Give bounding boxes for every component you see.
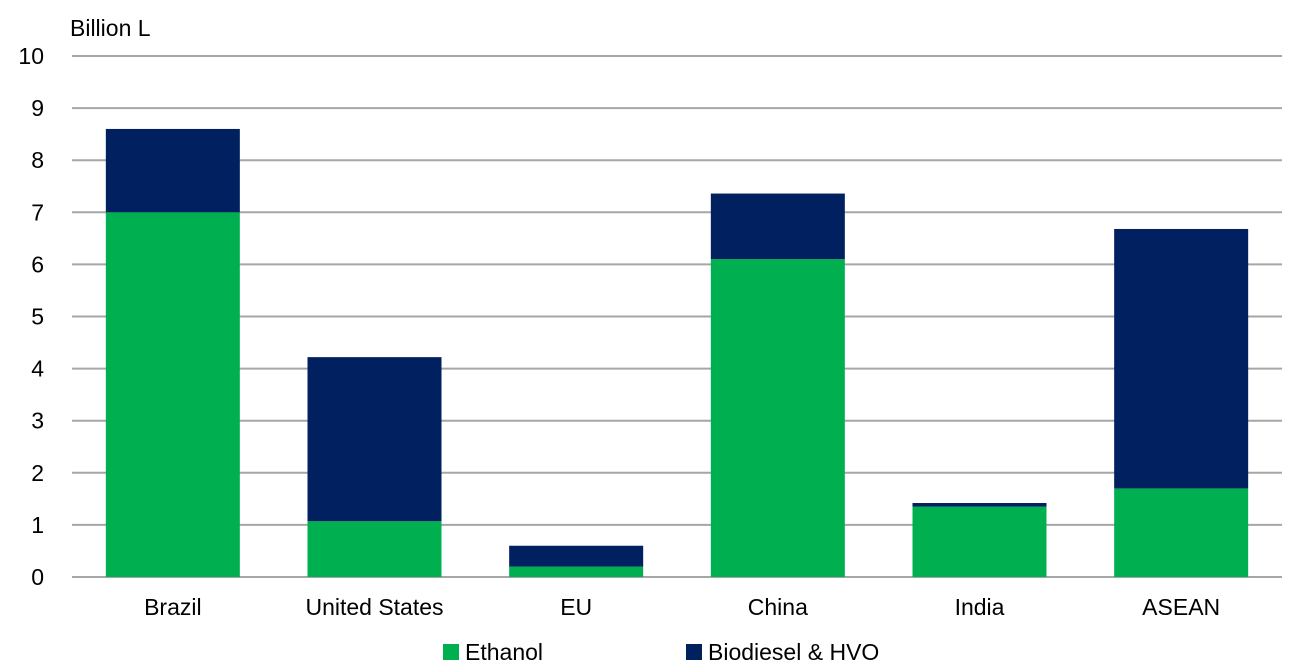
- legend: Ethanol Biodiesel & HVO: [443, 639, 879, 665]
- bar-ethanol: [307, 521, 442, 577]
- x-tick-label: ASEAN: [1142, 594, 1220, 620]
- y-tick-labels: 0 1 2 3 4 5 6 7 8 9 10: [18, 43, 44, 590]
- bar-biodiesel-hvo: [1114, 228, 1249, 489]
- y-tick-label: 10: [18, 43, 44, 69]
- bars: [105, 128, 1249, 578]
- y-tick-label: 5: [31, 304, 44, 330]
- legend-swatch: [443, 644, 459, 660]
- y-tick-label: 3: [31, 408, 44, 434]
- y-tick-label: 2: [31, 460, 44, 486]
- bar-biodiesel-hvo: [307, 357, 442, 522]
- legend-label: Ethanol: [465, 639, 543, 665]
- bar-ethanol: [912, 506, 1047, 577]
- bar-biodiesel-hvo: [912, 503, 1047, 507]
- y-tick-label: 4: [31, 356, 44, 382]
- x-tick-labels: Brazil United States EU China India ASEAN: [144, 594, 1220, 620]
- gridlines: [72, 55, 1282, 578]
- legend-label: Biodiesel & HVO: [708, 639, 879, 665]
- y-tick-label: 7: [31, 199, 44, 225]
- y-axis-unit-label: Billion L: [70, 15, 151, 41]
- y-tick-label: 6: [31, 251, 44, 277]
- legend-swatch: [686, 644, 702, 660]
- bar-ethanol: [1114, 488, 1249, 577]
- x-tick-label: China: [748, 594, 808, 620]
- x-tick-label: India: [955, 594, 1005, 620]
- y-tick-label: 9: [31, 95, 44, 121]
- x-tick-label: Brazil: [144, 594, 202, 620]
- x-tick-label: United States: [305, 594, 443, 620]
- bar-biodiesel-hvo: [509, 545, 644, 567]
- bar-ethanol: [105, 212, 240, 578]
- y-tick-label: 0: [31, 564, 44, 590]
- x-tick-label: EU: [560, 594, 592, 620]
- bar-biodiesel-hvo: [105, 128, 240, 213]
- bar-ethanol: [509, 566, 644, 577]
- bar-ethanol: [710, 259, 845, 577]
- y-tick-label: 1: [31, 512, 44, 538]
- bar-biodiesel-hvo: [710, 193, 845, 260]
- y-tick-label: 8: [31, 147, 44, 173]
